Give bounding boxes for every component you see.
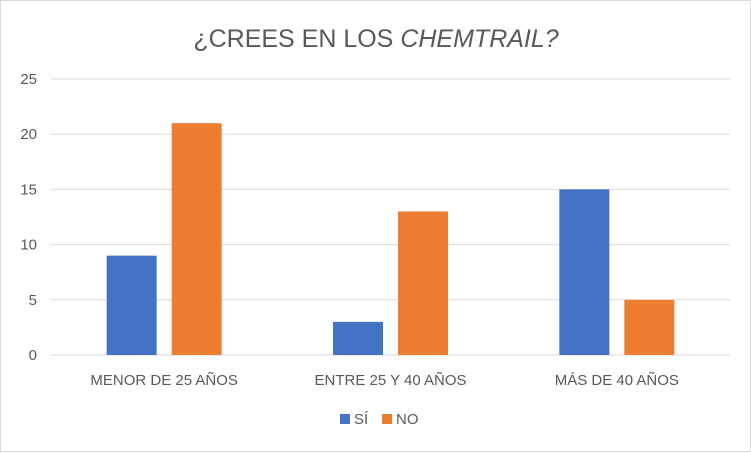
x-category-label: MENOR DE 25 AÑOS [90,372,238,389]
y-tick-label: 0 [29,347,37,364]
y-tick-label: 25 [20,71,37,88]
legend-swatch [382,414,392,424]
bar-si-1 [333,321,383,355]
y-tick-label: 5 [29,292,37,309]
y-tick-label: 15 [20,181,37,198]
bar-si-2 [559,189,610,355]
y-tick-label: 10 [20,237,37,254]
chart-title-emphasis: CHEMTRAIL? [400,25,558,53]
chart-title-prefix: ¿CREES EN LOS [193,25,400,53]
legend-swatch [340,414,350,424]
x-category-label: MÁS DE 40 AÑOS [555,372,679,389]
legend: SÍ NO [340,411,419,428]
bars [106,123,675,355]
gridlines [51,78,730,356]
x-category-label: ENTRE 25 Y 40 AÑOS [314,372,466,389]
bar-no-2 [624,299,675,355]
x-axis-categories: MENOR DE 25 AÑOS ENTRE 25 Y 40 AÑOS MÁS DE… [90,372,679,389]
legend-label: SÍ [354,411,369,428]
bar-no-1 [398,211,448,355]
y-tick-label: 20 [20,126,37,143]
bar-si-0 [106,255,157,355]
bar-no-0 [171,123,222,355]
legend-label: NO [396,411,419,428]
y-axis-ticks: 0 5 10 15 20 25 [20,71,37,364]
chart-title: ¿CREES EN LOS CHEMTRAIL? [193,25,558,53]
